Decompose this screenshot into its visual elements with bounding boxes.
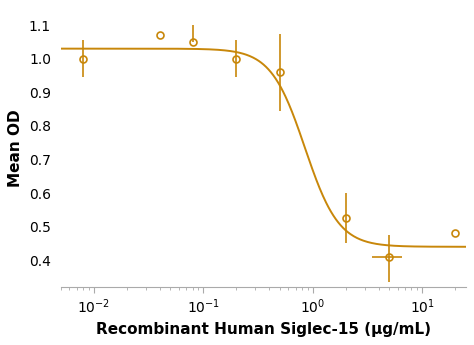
Y-axis label: Mean OD: Mean OD: [9, 109, 23, 187]
X-axis label: Recombinant Human Siglec-15 (μg/mL): Recombinant Human Siglec-15 (μg/mL): [96, 322, 431, 337]
